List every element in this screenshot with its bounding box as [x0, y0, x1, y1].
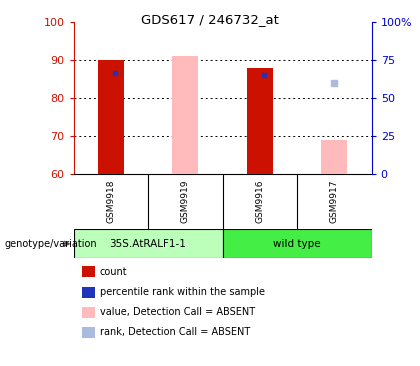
Bar	[98, 60, 124, 174]
Bar	[172, 56, 198, 174]
Text: genotype/variation: genotype/variation	[4, 239, 97, 249]
Bar	[321, 140, 347, 174]
Bar	[74, 229, 223, 258]
Bar	[247, 67, 273, 174]
Text: GSM9918: GSM9918	[106, 180, 115, 223]
Text: 35S.AtRALF1-1: 35S.AtRALF1-1	[110, 239, 186, 249]
Text: wild type: wild type	[273, 239, 321, 249]
Text: GDS617 / 246732_at: GDS617 / 246732_at	[141, 13, 279, 26]
Text: GSM9919: GSM9919	[181, 180, 190, 223]
Text: percentile rank within the sample: percentile rank within the sample	[100, 287, 265, 297]
Text: rank, Detection Call = ABSENT: rank, Detection Call = ABSENT	[100, 327, 250, 337]
Text: GSM9917: GSM9917	[330, 180, 339, 223]
Text: GSM9916: GSM9916	[255, 180, 264, 223]
Text: count: count	[100, 267, 127, 277]
Bar	[223, 229, 372, 258]
Text: value, Detection Call = ABSENT: value, Detection Call = ABSENT	[100, 307, 255, 317]
